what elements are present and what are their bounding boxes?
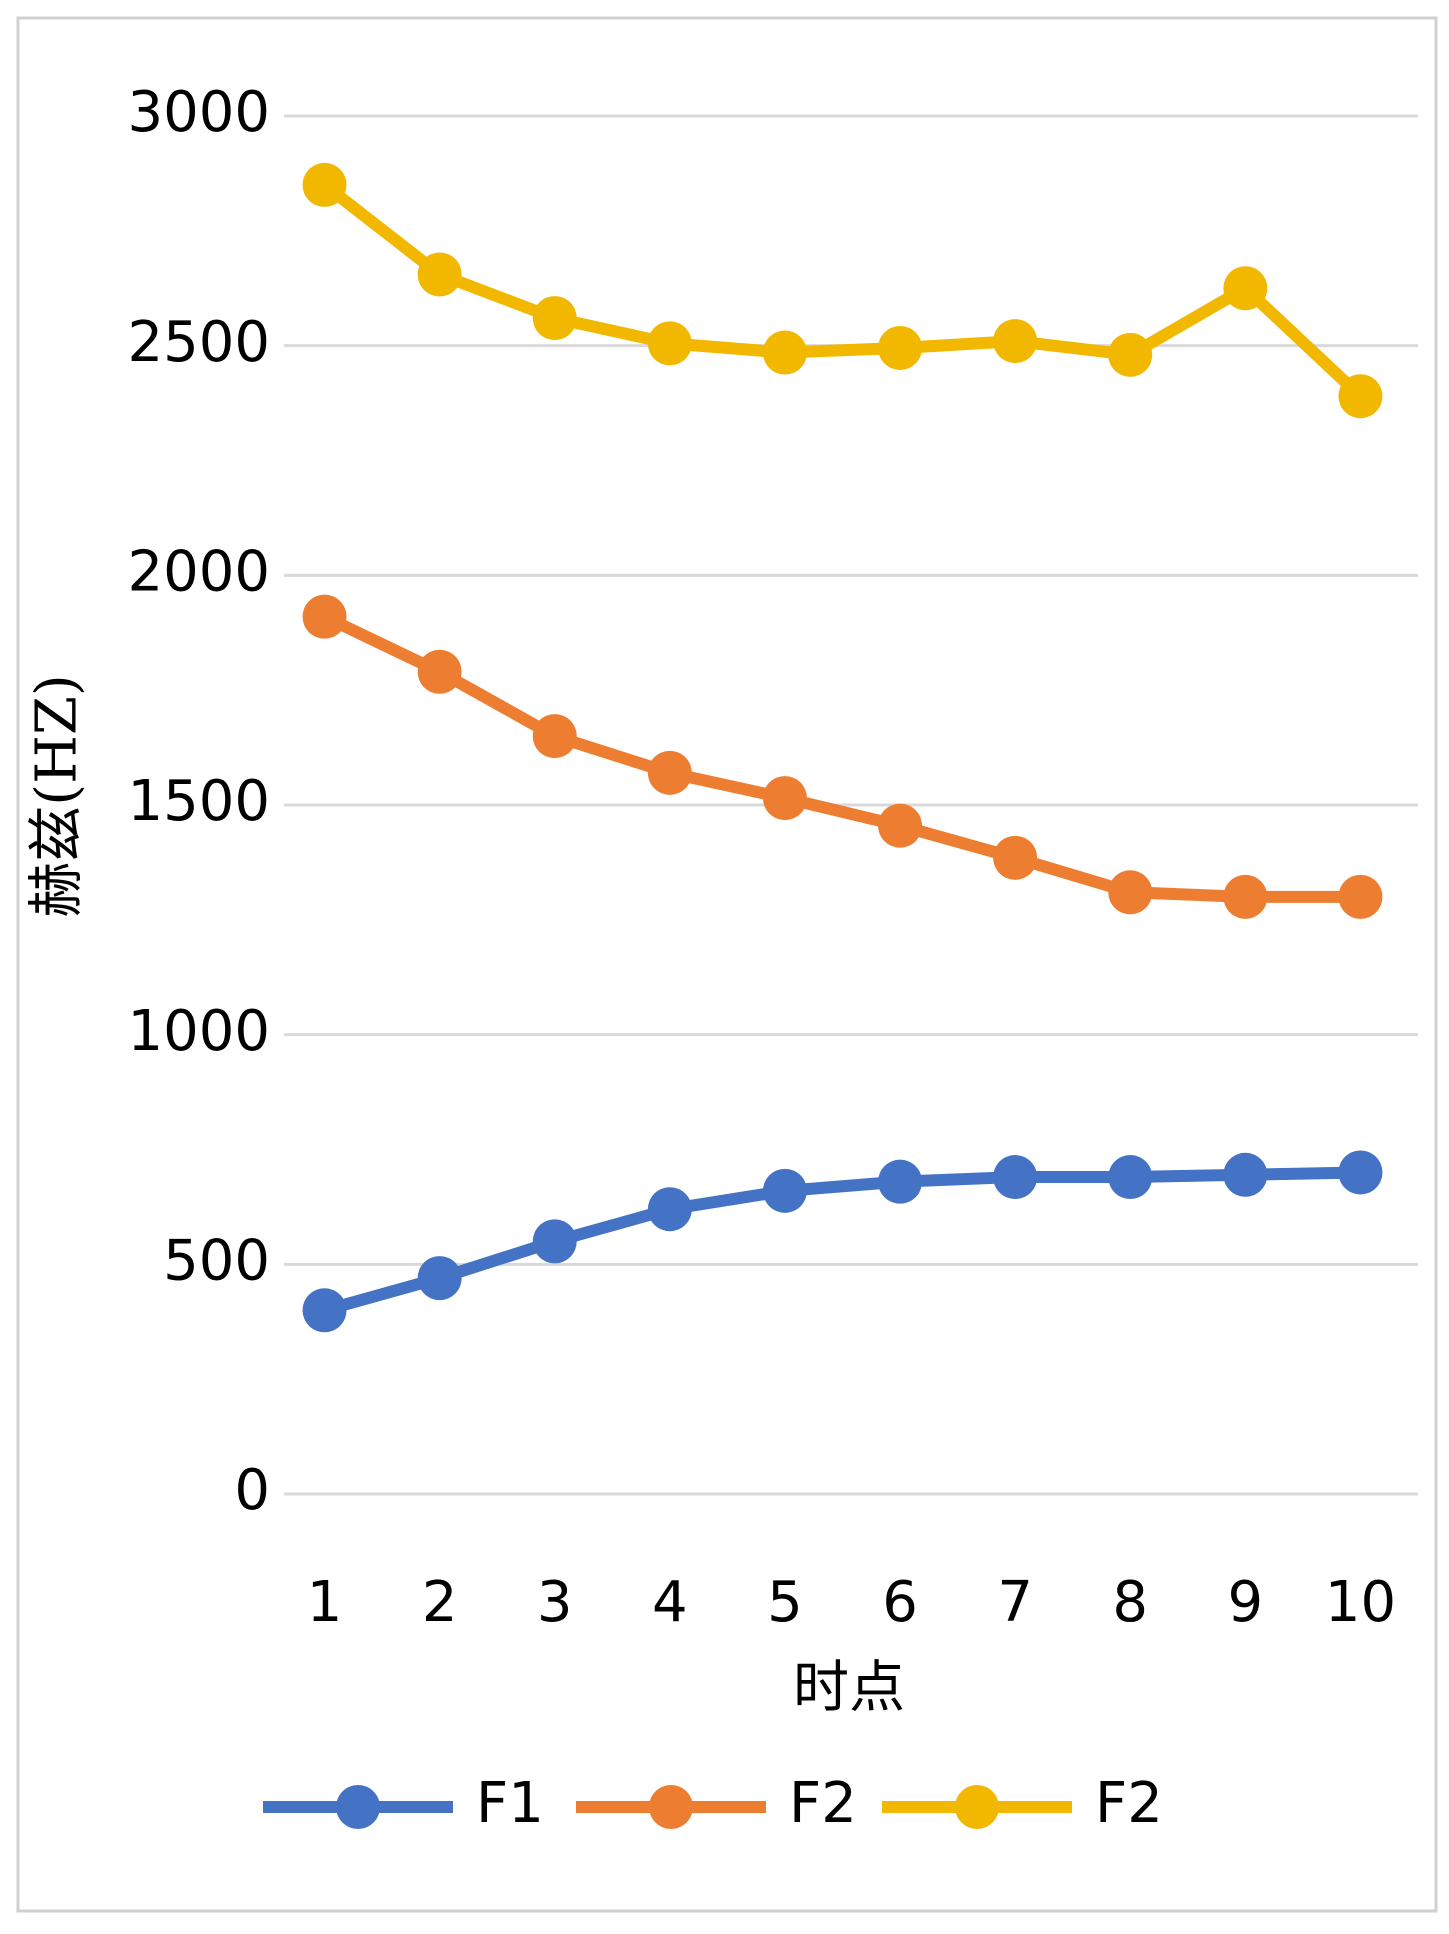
data-point [1223,874,1268,919]
data-point [1108,870,1153,915]
y-tick-label: 500 [163,1228,270,1293]
legend-label: F2 [789,1771,857,1836]
series-line [321,611,1361,903]
data-point [532,296,577,341]
series-line [320,180,1365,401]
x-tick-label: 9 [1228,1570,1264,1635]
data-point [878,325,923,370]
data-point [302,162,347,207]
data-point [993,835,1038,880]
data-point [417,252,462,297]
chart-frame [16,16,1438,1913]
data-point [532,1219,577,1264]
data-point [1223,1152,1268,1197]
data-point [647,321,692,366]
data-point [762,776,807,821]
data-point [302,1288,347,1333]
y-tick-label: 1000 [127,999,270,1064]
y-tick-label: 0 [234,1458,270,1523]
data-point [878,1159,923,1204]
data-point [762,330,807,375]
y-axis-title: 赫兹(HZ) [25,674,90,917]
data-point [417,649,462,694]
x-tick-label: 8 [1112,1570,1148,1635]
y-tick-label: 2500 [127,310,270,375]
x-tick-label: 4 [652,1570,688,1635]
x-axis-title: 时点 [793,1656,905,1721]
legend-marker [336,1785,380,1829]
data-point [993,319,1038,364]
legend-label: F1 [476,1771,544,1836]
data-point [993,1155,1038,1200]
data-point [1338,874,1383,919]
series-line [322,1166,1361,1317]
x-tick-label: 2 [422,1570,458,1635]
legend-marker [955,1785,999,1829]
data-point [1108,1155,1153,1200]
data-point [878,803,923,848]
y-tick-label: 1500 [127,769,270,834]
x-tick-label: 3 [537,1570,573,1635]
x-tick-label: 1 [307,1570,343,1635]
x-tick-label: 6 [882,1570,918,1635]
data-point [1338,374,1383,419]
data-point [1223,266,1268,311]
x-tick-label: 7 [997,1570,1033,1635]
data-point [532,714,577,759]
data-point [1338,1150,1383,1195]
data-point [1108,332,1153,377]
x-tick-label: 5 [767,1570,803,1635]
legend-label: F2 [1095,1771,1163,1836]
y-tick-label: 3000 [127,80,270,145]
legend-marker [649,1785,693,1829]
data-point [647,1187,692,1232]
data-point [762,1168,807,1213]
x-tick-label: 10 [1325,1570,1396,1635]
data-point [302,594,347,639]
data-point [647,750,692,795]
y-tick-label: 2000 [127,539,270,604]
data-point [417,1256,462,1301]
